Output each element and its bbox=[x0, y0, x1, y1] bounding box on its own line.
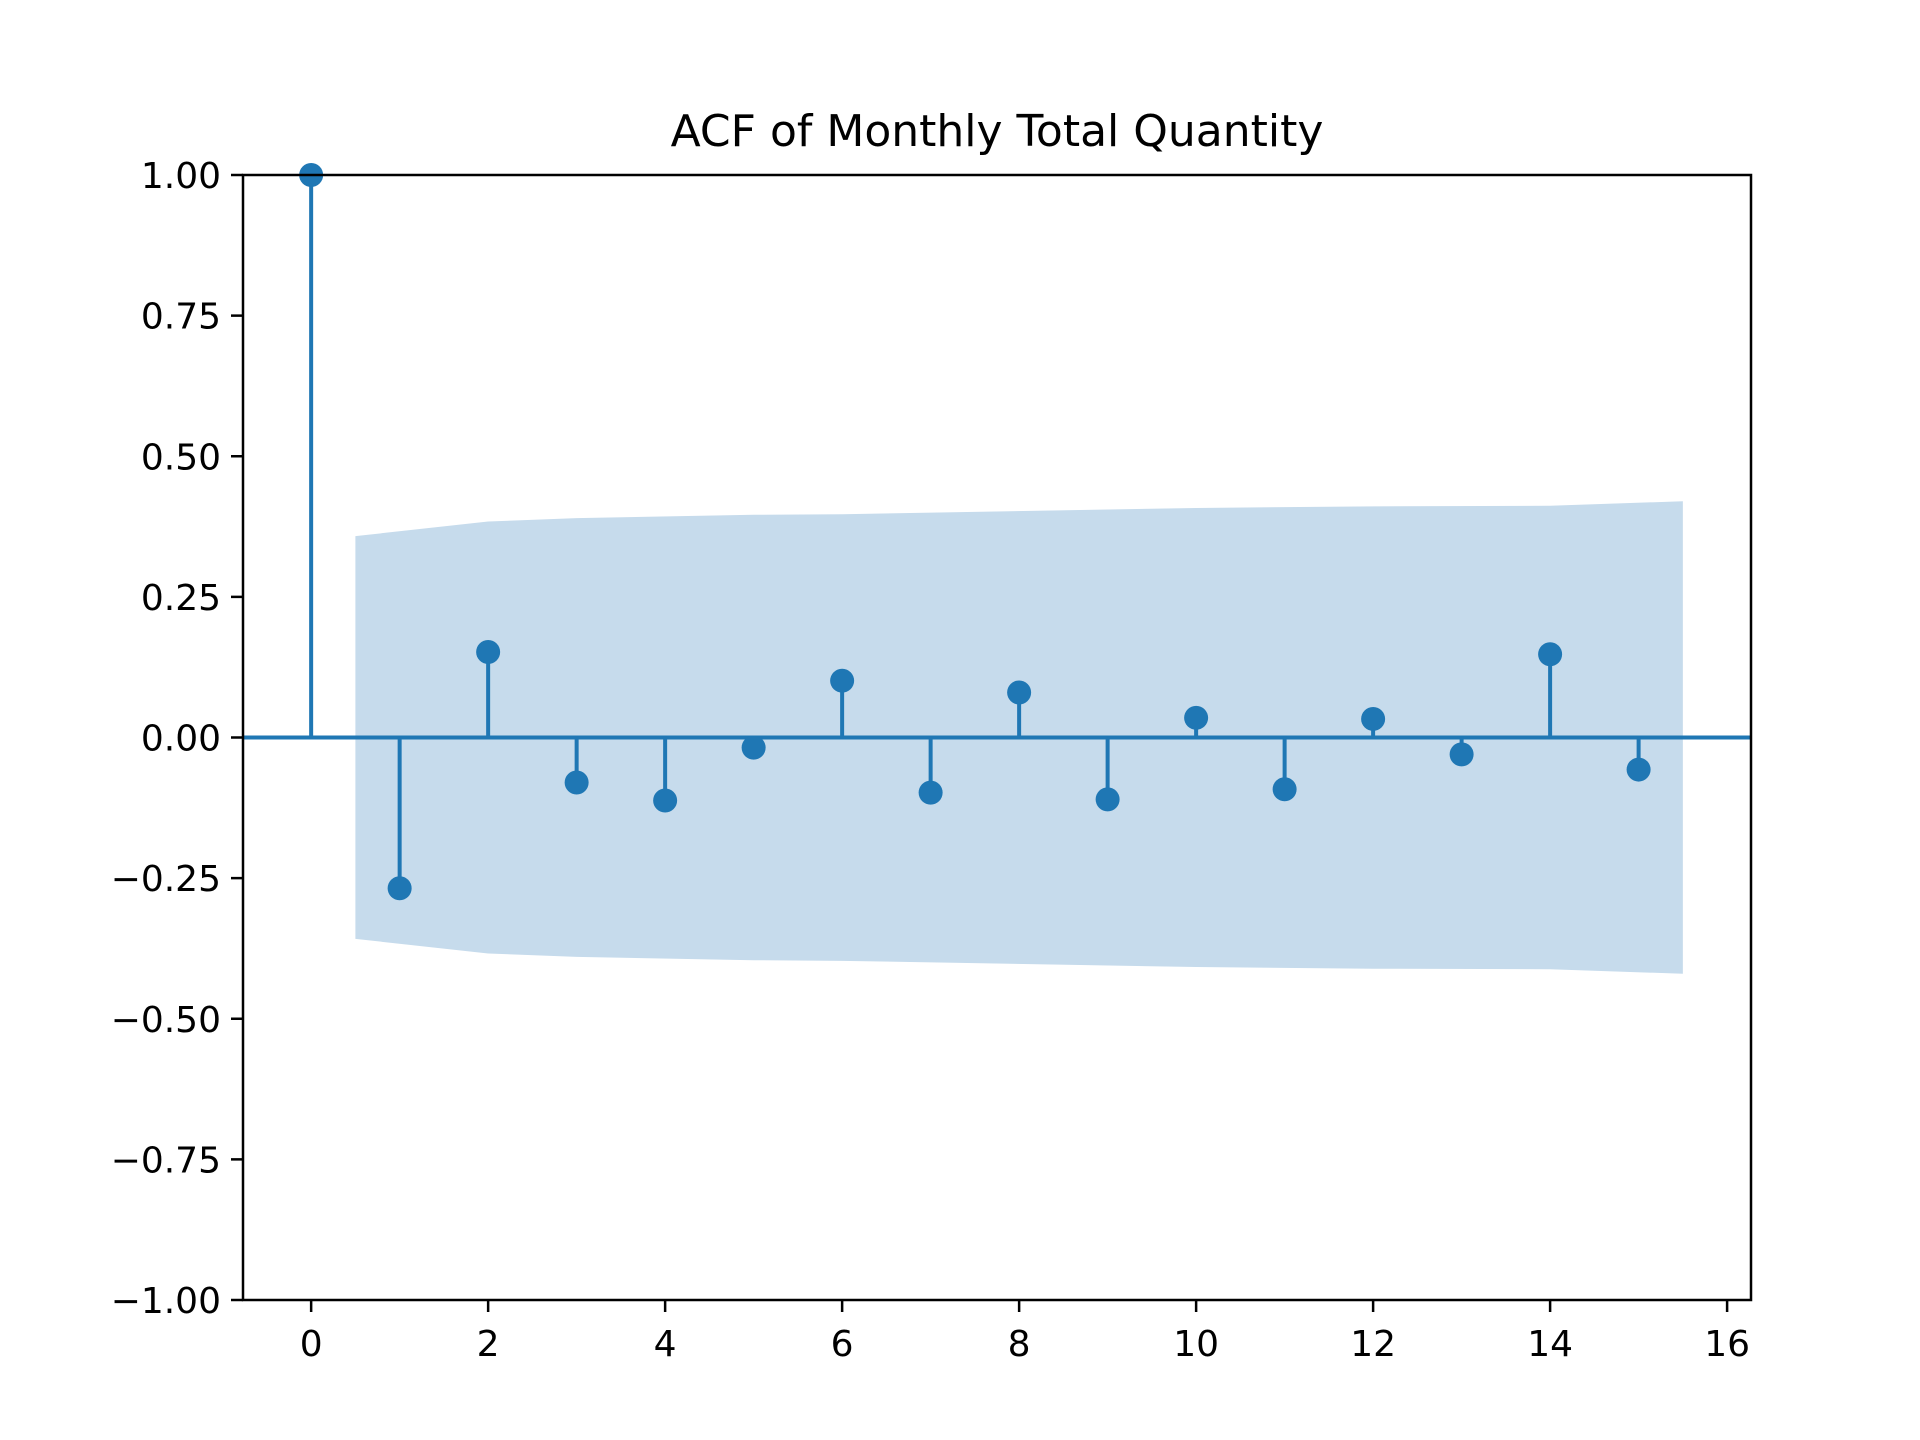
x-tick-label: 16 bbox=[1704, 1324, 1750, 1365]
stem-layer bbox=[243, 163, 1751, 901]
x-tick-label: 6 bbox=[831, 1324, 854, 1365]
acf-point bbox=[830, 668, 855, 693]
y-tick-label: 0.00 bbox=[141, 719, 221, 760]
y-tick-label: 1.00 bbox=[141, 156, 221, 197]
chart-title: ACF of Monthly Total Quantity bbox=[671, 106, 1324, 157]
acf-point bbox=[1272, 777, 1297, 802]
y-tick-label: −0.75 bbox=[111, 1140, 221, 1181]
acf-point bbox=[653, 788, 678, 813]
x-tick-label: 2 bbox=[477, 1324, 500, 1365]
acf-point bbox=[1449, 742, 1474, 767]
acf-point bbox=[1007, 680, 1032, 705]
acf-point bbox=[1184, 705, 1209, 730]
x-tick-label: 4 bbox=[654, 1324, 677, 1365]
y-tick-label: −0.50 bbox=[111, 1000, 221, 1041]
acf-point bbox=[387, 876, 412, 901]
acf-point bbox=[1626, 757, 1651, 782]
x-tick-label: 0 bbox=[300, 1324, 323, 1365]
acf-point bbox=[741, 735, 766, 760]
acf-point bbox=[564, 770, 589, 795]
x-tick-label: 8 bbox=[1008, 1324, 1031, 1365]
y-tick-label: −1.00 bbox=[111, 1281, 221, 1322]
y-tick-label: 0.25 bbox=[141, 578, 221, 619]
y-tick-label: 0.75 bbox=[141, 297, 221, 338]
y-tick-label: 0.50 bbox=[141, 437, 221, 478]
x-tick-label: 12 bbox=[1350, 1324, 1396, 1365]
x-tick-label: 14 bbox=[1527, 1324, 1573, 1365]
tick-layer: 0 2 4 6 8 10 12 14 16 1.00 0.75 0.50 0.25 0.00 −0.25 −0… bbox=[111, 156, 1750, 1365]
acf-point bbox=[476, 640, 501, 664]
acf-point bbox=[1095, 787, 1120, 812]
x-tick-label: 10 bbox=[1173, 1324, 1219, 1365]
acf-point bbox=[1361, 706, 1386, 731]
acf-point bbox=[918, 780, 943, 805]
y-tick-label: −0.25 bbox=[111, 859, 221, 900]
acf-point bbox=[1538, 642, 1563, 667]
